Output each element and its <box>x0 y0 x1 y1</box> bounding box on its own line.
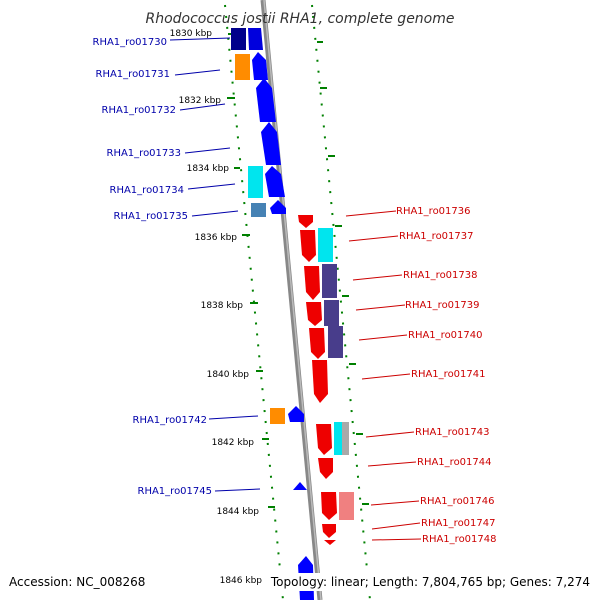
genome-summary-text: Topology: linear; Length: 7,804,765 bp; … <box>270 575 590 589</box>
gene-arrow-ro01739-red[interactable] <box>306 302 322 326</box>
gene-label-forward[interactable]: RHA1_ro01745 <box>138 486 213 497</box>
gene-arrow-ro01731-blue[interactable] <box>252 52 268 80</box>
gene-arrow-ro01746-pink[interactable] <box>339 492 354 520</box>
kbp-label: 1832 kbp <box>179 96 222 106</box>
gene-label-reverse[interactable]: RHA1_ro01748 <box>422 534 497 545</box>
gene-arrow-ro01745[interactable] <box>293 482 307 490</box>
gene-label-reverse[interactable]: RHA1_ro01741 <box>411 369 486 380</box>
gene-arrow-ro01743-gray[interactable] <box>342 422 349 455</box>
gene-arrow-ro01733[interactable] <box>261 122 281 165</box>
gene-arrow-ro01731-orange[interactable] <box>235 54 250 80</box>
gene-arrow-ro01734-cyan[interactable] <box>248 166 263 198</box>
gene-arrow-ro01737-red[interactable] <box>300 230 316 262</box>
map-title: Rhodococcus jostii RHA1, complete genome <box>145 11 454 27</box>
kbp-label: 1842 kbp <box>212 438 255 448</box>
gene-label-reverse[interactable]: RHA1_ro01747 <box>421 518 496 529</box>
gene-arrow-ro01743-cyan[interactable] <box>334 422 342 455</box>
gene-label-forward[interactable]: RHA1_ro01732 <box>102 105 177 116</box>
gene-arrow-ro01737-cyan[interactable] <box>318 228 333 262</box>
gene-label-forward[interactable]: RHA1_ro01731 <box>96 69 171 80</box>
gene-arrow-ro01735-steel[interactable] <box>251 203 266 217</box>
reverse-leader-lines <box>345 210 422 541</box>
gene-label-reverse[interactable]: RHA1_ro01739 <box>405 300 480 311</box>
accession-text: Accession: NC_008268 <box>9 575 145 589</box>
summary-background <box>268 573 592 591</box>
reverse-gene-labels: RHA1_ro01736 RHA1_ro01737 RHA1_ro01738 R… <box>396 206 497 545</box>
kbp-label: 1846 kbp <box>220 576 263 586</box>
forward-gene-labels: RHA1_ro01730 RHA1_ro01731 RHA1_ro01732 R… <box>93 37 213 497</box>
gene-arrow-ro01740-slate[interactable] <box>328 326 343 358</box>
gene-label-reverse[interactable]: RHA1_ro01737 <box>399 231 474 242</box>
forward-leader-lines <box>169 37 261 492</box>
gene-arrow-ro01738-red[interactable] <box>304 266 320 300</box>
kbp-label: 1844 kbp <box>217 507 260 517</box>
gene-label-reverse[interactable]: RHA1_ro01746 <box>420 496 495 507</box>
gene-arrow-ro01736[interactable] <box>298 215 313 228</box>
dna-backbone-highlight <box>263 0 322 600</box>
gene-arrow-ro01747[interactable] <box>322 524 336 538</box>
kbp-label: 1830 kbp <box>170 29 213 39</box>
gene-arrow-ro01744[interactable] <box>318 458 333 479</box>
gene-label-reverse[interactable]: RHA1_ro01740 <box>408 330 483 341</box>
gene-arrow-ro01735-blue[interactable] <box>270 200 286 214</box>
gene-label-reverse[interactable]: RHA1_ro01744 <box>417 457 492 468</box>
gene-arrow-ro01742-orange[interactable] <box>270 408 285 424</box>
gene-arrow-ro01743-red[interactable] <box>316 424 332 455</box>
kbp-label: 1840 kbp <box>207 370 250 380</box>
gene-label-forward[interactable]: RHA1_ro01742 <box>133 415 208 426</box>
gene-arrow-ro01730-a[interactable] <box>231 28 246 50</box>
kbp-label: 1836 kbp <box>195 233 238 243</box>
gene-label-reverse[interactable]: RHA1_ro01743 <box>415 427 490 438</box>
right-tick-track <box>311 4 371 600</box>
gene-label-reverse[interactable]: RHA1_ro01736 <box>396 206 471 217</box>
gene-arrow-ro01740-red[interactable] <box>309 328 325 359</box>
kbp-labels: 1830 kbp 1832 kbp 1834 kbp 1836 kbp 1838… <box>170 29 263 586</box>
gene-label-reverse[interactable]: RHA1_ro01738 <box>403 270 478 281</box>
gene-arrow-ro01741[interactable] <box>312 360 328 403</box>
gene-arrow-ro01742-blue[interactable] <box>288 406 304 422</box>
gene-arrow-ro01732[interactable] <box>256 78 276 122</box>
gene-label-forward[interactable]: RHA1_ro01730 <box>93 37 168 48</box>
gene-arrow-ro01730-b[interactable] <box>248 28 263 50</box>
gene-label-forward[interactable]: RHA1_ro01734 <box>110 185 185 196</box>
reverse-genes <box>298 215 354 545</box>
gene-arrow-ro01746-red[interactable] <box>321 492 337 520</box>
gene-arrow-ro01748[interactable] <box>324 540 336 545</box>
gene-label-forward[interactable]: RHA1_ro01735 <box>114 211 189 222</box>
gene-arrow-ro01734-blue[interactable] <box>265 166 285 197</box>
gene-arrow-ro01739-slate[interactable] <box>324 300 339 326</box>
gene-label-forward[interactable]: RHA1_ro01733 <box>107 148 182 159</box>
kbp-label: 1838 kbp <box>201 301 244 311</box>
kbp-label: 1834 kbp <box>187 164 230 174</box>
gene-arrow-ro01738-slate[interactable] <box>322 264 337 298</box>
